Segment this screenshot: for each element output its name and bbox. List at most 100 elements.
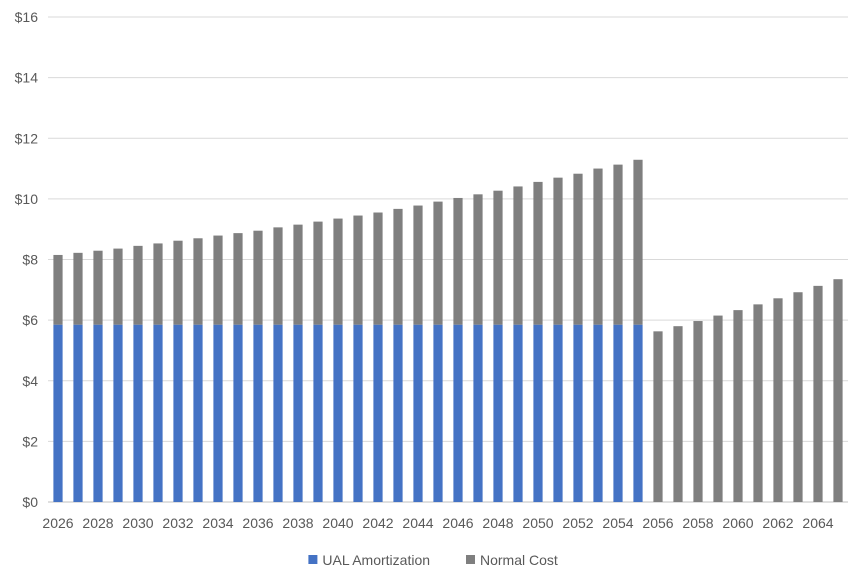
bar-segment xyxy=(693,321,703,502)
y-tick-label: $8 xyxy=(22,252,38,268)
bar-segment xyxy=(93,324,103,502)
legend: UAL Amortization Normal Cost xyxy=(308,552,558,568)
bar-segment xyxy=(493,324,503,502)
x-tick-label: 2048 xyxy=(482,515,513,531)
bar-segment xyxy=(713,315,723,502)
x-tick-label: 2040 xyxy=(322,515,353,531)
bar-segment xyxy=(73,252,83,325)
bar-segment xyxy=(433,201,443,325)
bar-segment xyxy=(193,238,203,325)
x-tick-label: 2050 xyxy=(522,515,553,531)
bar-segment xyxy=(373,324,383,502)
y-tick-label: $2 xyxy=(22,433,38,449)
bar-segment xyxy=(273,324,283,502)
bar-segment xyxy=(633,159,643,325)
bar-segment xyxy=(593,168,603,325)
bar-segment xyxy=(513,324,523,502)
bar-segment xyxy=(773,298,783,502)
x-tick-label: 2030 xyxy=(122,515,153,531)
legend-swatch xyxy=(466,555,475,564)
x-tick-label: 2044 xyxy=(402,515,433,531)
gridlines xyxy=(48,16,848,503)
y-tick-label: $14 xyxy=(15,70,39,86)
x-tick-label: 2060 xyxy=(722,515,753,531)
y-tick-label: $16 xyxy=(15,9,39,25)
bar-segment xyxy=(133,245,143,325)
bar-segment xyxy=(473,194,483,325)
bar-segment xyxy=(473,324,483,502)
legend-swatch xyxy=(308,555,318,564)
bar-segment xyxy=(793,292,803,502)
x-tick-label: 2028 xyxy=(82,515,113,531)
x-tick-label: 2046 xyxy=(442,515,473,531)
legend-label: Normal Cost xyxy=(480,552,558,568)
bar-segment xyxy=(553,324,563,502)
bar-segment xyxy=(253,230,263,325)
bar-segment xyxy=(293,224,303,325)
bar-segment xyxy=(173,324,183,502)
bar-segment xyxy=(593,324,603,502)
bar-segment xyxy=(53,324,63,502)
bar-segment xyxy=(373,212,383,325)
x-tick-label: 2036 xyxy=(242,515,273,531)
bar-segment xyxy=(733,310,743,502)
bars xyxy=(53,159,843,502)
bar-segment xyxy=(453,197,463,325)
bar-segment xyxy=(113,324,123,502)
bar-segment xyxy=(293,324,303,502)
bar-segment xyxy=(393,208,403,325)
bar-segment xyxy=(633,324,643,502)
x-tick-label: 2056 xyxy=(642,515,673,531)
bar-segment xyxy=(193,324,203,502)
bar-segment xyxy=(173,240,183,325)
bar-segment xyxy=(533,324,543,502)
x-tick-label: 2054 xyxy=(602,515,633,531)
y-tick-label: $12 xyxy=(15,130,39,146)
bar-segment xyxy=(213,324,223,502)
x-tick-label: 2064 xyxy=(802,515,833,531)
bar-segment xyxy=(453,324,463,502)
y-tick-label: $4 xyxy=(22,373,38,389)
bar-segment xyxy=(113,248,123,325)
y-tick-label: $0 xyxy=(22,494,38,510)
bar-segment xyxy=(273,227,283,325)
bar-segment xyxy=(153,243,163,325)
x-tick-label: 2052 xyxy=(562,515,593,531)
bar-segment xyxy=(233,324,243,502)
bar-segment xyxy=(353,324,363,502)
x-tick-label: 2026 xyxy=(42,515,73,531)
bar-segment xyxy=(513,186,523,325)
bar-segment xyxy=(813,285,823,502)
x-tick-label: 2062 xyxy=(762,515,793,531)
bar-segment xyxy=(433,324,443,502)
bar-segment xyxy=(333,324,343,502)
bar-segment xyxy=(253,324,263,502)
x-tick-label: 2032 xyxy=(162,515,193,531)
x-axis-tick-labels: 2026 2028 2030 2032 2034 2036 2038 2040 2042 2044… xyxy=(42,515,833,531)
bar-segment xyxy=(353,215,363,325)
bar-segment xyxy=(613,324,623,502)
x-tick-label: 2034 xyxy=(202,515,233,531)
bar-segment xyxy=(213,235,223,325)
y-tick-label: $10 xyxy=(15,191,39,207)
bar-segment xyxy=(413,324,423,502)
bar-segment xyxy=(653,331,663,502)
bar-segment xyxy=(393,324,403,502)
x-tick-label: 2042 xyxy=(362,515,393,531)
bar-segment xyxy=(533,181,543,325)
y-axis-tick-labels: $0 $2 $4 $6 $8 $10 $12 $14 $16 xyxy=(15,9,39,510)
legend-label: UAL Amortization xyxy=(322,552,430,568)
bar-segment xyxy=(73,324,83,502)
bar-segment xyxy=(413,205,423,325)
bar-segment xyxy=(133,324,143,502)
bar-segment xyxy=(53,254,63,325)
bar-segment xyxy=(93,250,103,325)
bar-segment xyxy=(553,177,563,325)
x-tick-label: 2058 xyxy=(682,515,713,531)
bar-segment xyxy=(613,164,623,325)
bar-segment xyxy=(333,218,343,325)
bar-segment xyxy=(573,173,583,325)
bar-segment xyxy=(673,326,683,502)
bar-segment xyxy=(313,221,323,325)
